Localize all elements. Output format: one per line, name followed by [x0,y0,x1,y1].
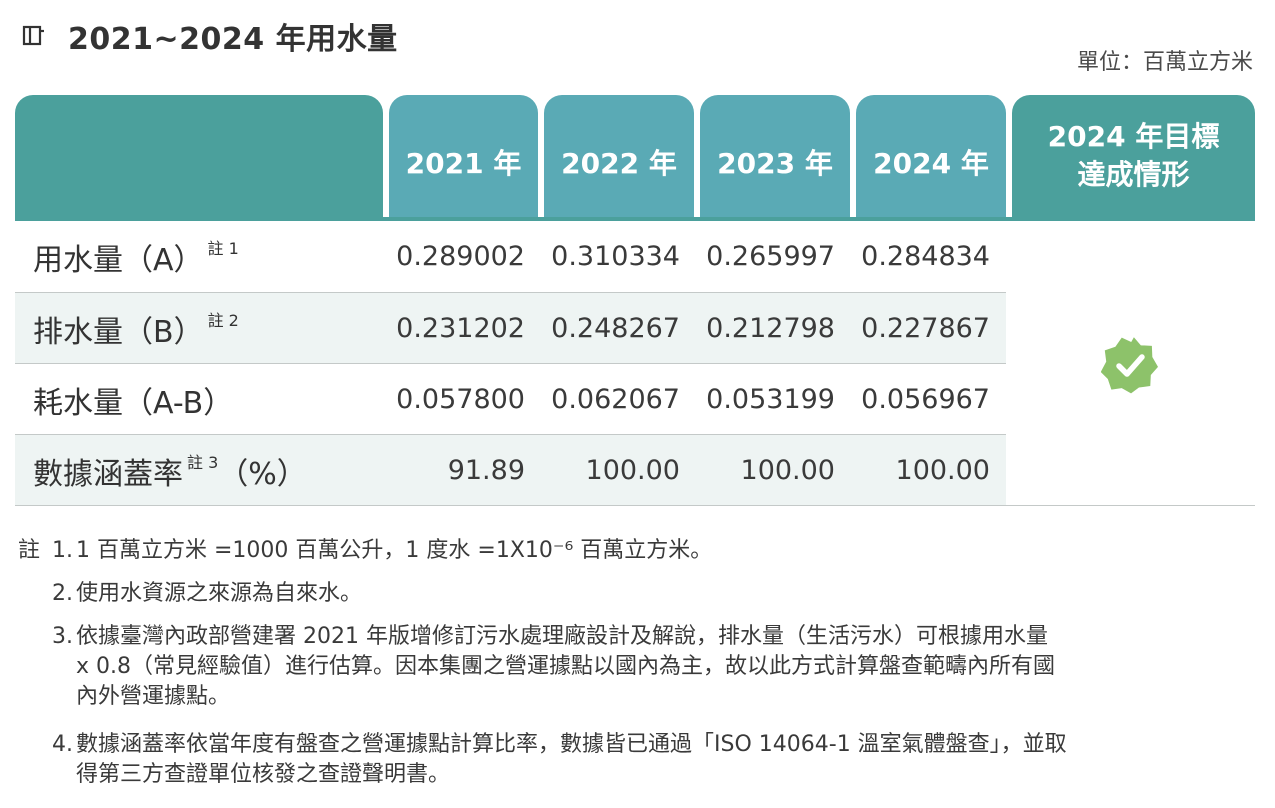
table-row: 數據涵蓋率註 3 （%） 91.89 100.00 100.00 100.00 [15,435,1006,506]
table-cell: 0.227867 [861,313,990,344]
header-target-line1: 2024 年目標 [1047,120,1220,153]
table-cell: 0.212798 [706,313,835,344]
page-title: 2021~2024 年用水量 [22,14,398,58]
table-cell: 0.310334 [551,241,680,272]
table-bottom-border [15,505,1255,506]
header-underline [15,217,1255,221]
header-year-2023: 2023 年 [700,95,850,217]
header-target-line2: 達成情形 [1077,158,1190,191]
table-icon [22,25,44,46]
row-divider [15,292,1006,293]
row-label: 排水量（B）註 2 [33,311,239,350]
header-corner [15,95,383,217]
table-cell: 0.057800 [396,384,525,415]
row-label: 耗水量（A-B） [33,385,234,421]
table-row: 耗水量（A-B） 0.057800 0.062067 0.053199 0.05… [15,364,1006,435]
table-cell: 0.056967 [861,384,990,415]
header-year-2024: 2024 年 [856,95,1006,217]
row-divider [15,434,1006,435]
header-year-2021: 2021 年 [389,95,538,217]
table-cell: 0.248267 [551,313,680,344]
table-cell: 91.89 [447,455,525,486]
table-cell: 0.289002 [396,241,525,272]
unit-label: 單位：百萬立方米 [1076,50,1253,75]
table-cell: 0.284834 [861,241,990,272]
row-label: 數據涵蓋率註 3 （%） [33,453,307,492]
notes-prefix: 註 [18,538,41,563]
table-cell: 100.00 [585,455,680,486]
header-target: 2024 年目標 達成情形 [1012,95,1255,217]
table-row: 用水量（A）註 1 0.289002 0.310334 0.265997 0.2… [15,221,1006,292]
table-cell: 0.053199 [706,384,835,415]
check-badge-icon [1101,337,1159,394]
table-row: 排水量（B）註 2 0.231202 0.248267 0.212798 0.2… [15,293,1006,364]
table-cell: 100.00 [895,455,990,486]
table-cell: 0.265997 [706,241,835,272]
title-text: 2021~2024 年用水量 [68,22,398,57]
row-divider [15,363,1006,364]
table-cell: 100.00 [740,455,835,486]
header-year-2022: 2022 年 [544,95,694,217]
row-label: 用水量（A）註 1 [33,239,239,278]
table-cell: 0.231202 [396,313,525,344]
table-cell: 0.062067 [551,384,680,415]
